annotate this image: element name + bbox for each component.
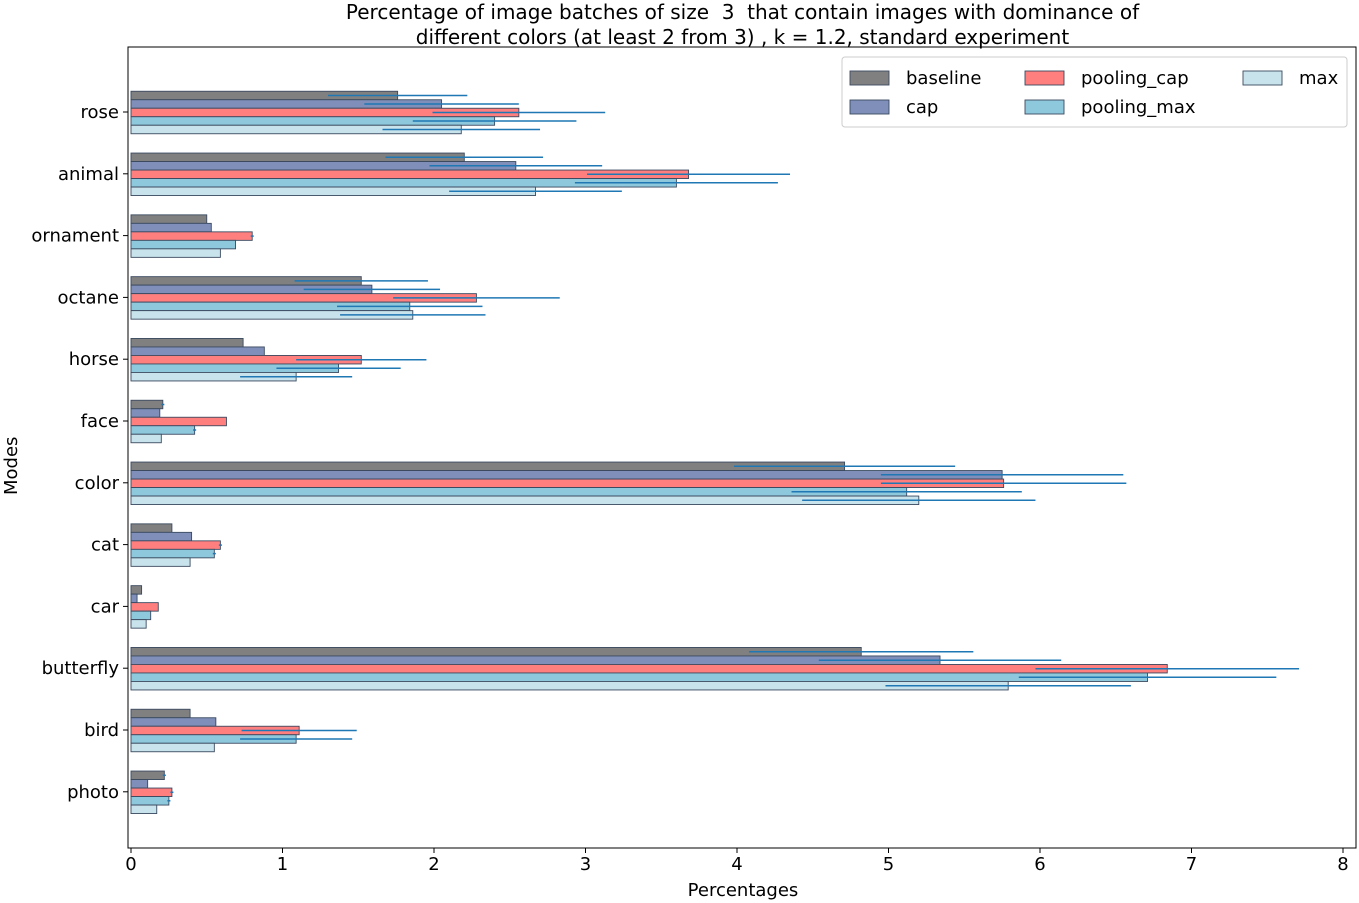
legend-swatch-pooling-cap — [1024, 70, 1065, 86]
bar-butterfly-max — [130, 681, 1009, 691]
bar-color-pooling-cap — [130, 478, 1005, 488]
legend-box — [841, 56, 1348, 128]
bar-photo-baseline — [130, 770, 165, 780]
bar-face-pooling-cap — [130, 416, 227, 427]
legend-label-baseline: baseline — [906, 68, 981, 89]
legend-label-cap: cap — [906, 97, 938, 118]
y-tick-label-animal: animal — [58, 164, 119, 185]
y-tick-label-car: car — [91, 596, 120, 617]
chart-title-line-1: Percentage of image batches of size 3 th… — [345, 0, 1140, 24]
y-tick-label-face: face — [81, 411, 119, 432]
bar-cat-baseline — [130, 523, 173, 533]
bar-bird-baseline — [130, 708, 191, 719]
x-tick-label-8: 8 — [1337, 854, 1348, 875]
x-tick-label-7: 7 — [1186, 854, 1197, 875]
y-tick-label-color: color — [75, 473, 120, 494]
x-axis-label: Percentages — [687, 880, 799, 901]
y-axis-label: Modes — [1, 436, 22, 495]
bar-cat-pooling-cap — [130, 540, 221, 550]
bar-horse-cap — [130, 346, 265, 356]
legend-swatch-max — [1242, 70, 1283, 86]
bar-color-cap — [130, 470, 1003, 480]
x-tick-label-0: 0 — [125, 854, 136, 875]
x-tick-label-1: 1 — [277, 854, 288, 875]
bar-horse-baseline — [130, 338, 244, 348]
bar-cat-cap — [130, 531, 193, 542]
bar-face-cap — [130, 408, 161, 418]
bar-butterfly-cap — [130, 655, 941, 665]
bar-car-cap — [130, 593, 138, 604]
bar-photo-pooling-max — [130, 796, 170, 806]
bar-car-baseline — [130, 585, 143, 595]
y-tick-label-ornament: ornament — [31, 226, 119, 247]
x-tick-label-5: 5 — [883, 854, 894, 875]
x-tick-label-2: 2 — [428, 854, 439, 875]
legend-label-pooling-max: pooling_max — [1081, 97, 1196, 118]
bar-car-pooling-cap — [130, 602, 159, 612]
y-tick-label-bird: bird — [84, 720, 119, 741]
y-tick-label-horse: horse — [69, 349, 119, 370]
y-tick-label-butterfly: butterfly — [42, 658, 120, 679]
legend-swatch-baseline — [849, 70, 890, 86]
bar-photo-pooling-cap — [130, 787, 173, 797]
y-tick-label-rose: rose — [81, 102, 119, 123]
bar-face-max — [130, 433, 162, 444]
bar-bird-cap — [130, 717, 217, 727]
y-tick-label-photo: photo — [67, 782, 119, 803]
bar-car-max — [130, 619, 147, 629]
bar-ornament-cap — [130, 222, 212, 233]
legend-label-max: max — [1299, 68, 1339, 89]
bar-color-max — [130, 495, 920, 505]
bar-butterfly-pooling-cap — [130, 664, 1168, 674]
chart-title-line-2: different colors (at least 2 from 3) , k… — [415, 25, 1070, 49]
plot-frame — [127, 46, 1357, 849]
bar-photo-max — [130, 804, 158, 814]
bar-color-pooling-max — [130, 487, 908, 497]
y-tick-label-octane: octane — [58, 287, 119, 308]
legend-label-pooling-cap: pooling_cap — [1081, 68, 1189, 89]
bar-car-pooling-max — [130, 610, 152, 621]
bar-butterfly-pooling-max — [130, 672, 1149, 682]
bar-face-baseline — [130, 399, 164, 410]
bar-ornament-pooling-max — [130, 239, 236, 250]
x-tick-label-6: 6 — [1034, 854, 1045, 875]
x-tick-label-4: 4 — [731, 854, 742, 875]
bar-ornament-pooling-cap — [130, 231, 253, 241]
bar-cat-pooling-max — [130, 548, 215, 559]
bar-bird-max — [130, 742, 215, 753]
bar-photo-cap — [130, 779, 149, 789]
bar-ornament-baseline — [130, 214, 208, 224]
x-tick-label-3: 3 — [580, 854, 591, 875]
legend-swatch-cap — [849, 99, 890, 115]
bar-cat-max — [130, 557, 191, 567]
y-tick-label-cat: cat — [91, 535, 119, 556]
bar-face-pooling-max — [130, 425, 196, 435]
legend-swatch-pooling-max — [1024, 99, 1065, 115]
bar-ornament-max — [130, 248, 221, 258]
